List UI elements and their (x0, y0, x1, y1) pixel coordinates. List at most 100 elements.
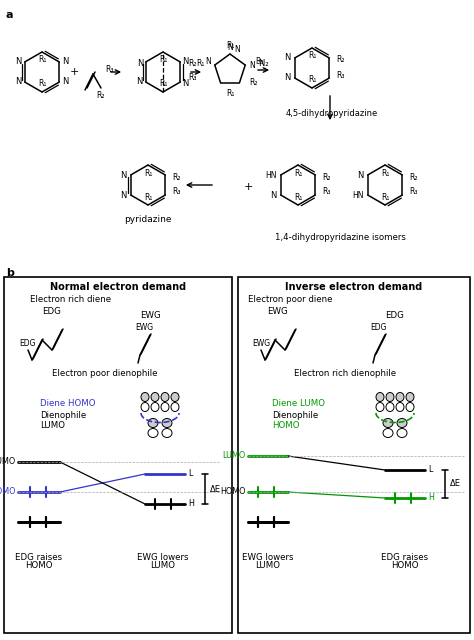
Text: R₂: R₂ (188, 60, 197, 68)
Text: Normal electron demand: Normal electron demand (50, 282, 186, 292)
Text: LUMO: LUMO (223, 451, 246, 461)
Text: Dienophile: Dienophile (40, 412, 86, 420)
Text: HOMO: HOMO (25, 561, 53, 570)
Text: N: N (234, 45, 240, 54)
Text: ΔE: ΔE (449, 479, 461, 488)
Ellipse shape (171, 403, 179, 412)
Text: b: b (6, 268, 14, 278)
Text: H: H (428, 493, 434, 502)
Text: EDG raises: EDG raises (382, 552, 428, 561)
Text: HN: HN (352, 191, 364, 200)
Text: EWG lowers: EWG lowers (242, 552, 294, 561)
Text: R₃: R₃ (255, 56, 264, 65)
Ellipse shape (162, 419, 172, 428)
Text: +: + (243, 182, 253, 192)
Text: R₂: R₂ (409, 173, 418, 182)
Text: HOMO: HOMO (0, 488, 16, 497)
Text: +: + (69, 67, 79, 77)
Text: EWG: EWG (135, 323, 153, 332)
Text: EWG: EWG (140, 310, 161, 319)
Text: N: N (120, 191, 127, 200)
Text: Diene HOMO: Diene HOMO (40, 399, 95, 408)
Text: HN: HN (265, 172, 276, 180)
Text: R₃: R₃ (172, 188, 181, 196)
FancyBboxPatch shape (238, 277, 470, 633)
Text: EDG: EDG (20, 339, 36, 349)
Text: R₁: R₁ (144, 193, 152, 202)
Ellipse shape (161, 403, 169, 412)
Ellipse shape (151, 392, 159, 401)
Text: 1,4-dihydropyridazine isomers: 1,4-dihydropyridazine isomers (274, 232, 405, 241)
Text: N: N (120, 170, 127, 179)
Ellipse shape (141, 403, 149, 412)
Ellipse shape (386, 403, 394, 412)
Text: 4,5-dihydropyridazine: 4,5-dihydropyridazine (286, 109, 378, 118)
Text: R₁: R₁ (38, 56, 46, 65)
Text: N: N (357, 172, 364, 180)
Text: EWG: EWG (268, 307, 288, 317)
Text: LUMO: LUMO (0, 458, 16, 467)
Text: EDG: EDG (371, 323, 387, 332)
Text: R₃: R₃ (409, 188, 418, 196)
Text: LUMO: LUMO (151, 561, 175, 570)
Text: L: L (188, 470, 192, 479)
Text: EWG lowers: EWG lowers (137, 552, 189, 561)
Ellipse shape (406, 403, 414, 412)
Ellipse shape (396, 403, 404, 412)
Text: N: N (205, 56, 210, 65)
Text: ΔE: ΔE (210, 484, 220, 493)
Ellipse shape (148, 429, 158, 438)
Text: HOMO: HOMO (272, 422, 300, 431)
Text: EDG: EDG (385, 310, 404, 319)
Text: -N₂: -N₂ (257, 58, 269, 67)
Text: N: N (137, 77, 143, 86)
Text: EWG: EWG (252, 339, 270, 349)
Text: N: N (16, 77, 22, 86)
Ellipse shape (383, 429, 393, 438)
Text: R₁: R₁ (226, 42, 234, 51)
Text: Electron poor dienophile: Electron poor dienophile (52, 369, 158, 378)
Ellipse shape (151, 403, 159, 412)
Text: HOMO: HOMO (391, 561, 419, 570)
Text: R₂: R₂ (249, 79, 258, 88)
Text: R₁: R₁ (159, 79, 167, 88)
Text: R₂: R₂ (336, 56, 345, 65)
Text: R₂: R₂ (172, 173, 181, 182)
Text: R₁: R₁ (144, 168, 152, 177)
Text: R₁: R₁ (308, 51, 316, 61)
Ellipse shape (171, 392, 179, 401)
Text: Inverse electron demand: Inverse electron demand (285, 282, 423, 292)
Text: R₁: R₁ (294, 170, 302, 179)
Text: EDG: EDG (43, 307, 62, 317)
Text: N: N (182, 79, 189, 88)
Text: N: N (284, 74, 291, 83)
Text: R₃: R₃ (188, 74, 197, 83)
Text: R₁: R₁ (159, 56, 167, 65)
Text: R₁: R₁ (38, 79, 46, 88)
Text: R₂: R₂ (97, 90, 105, 99)
Text: LUMO: LUMO (40, 422, 65, 431)
Text: R₃: R₃ (336, 70, 345, 79)
Text: Electron poor diene: Electron poor diene (248, 294, 332, 303)
Text: N: N (62, 77, 69, 86)
Ellipse shape (376, 403, 384, 412)
Text: Diene LUMO: Diene LUMO (272, 399, 325, 408)
Text: N: N (271, 191, 277, 200)
Text: Electron rich dienophile: Electron rich dienophile (294, 369, 396, 378)
Ellipse shape (396, 392, 404, 401)
Ellipse shape (162, 429, 172, 438)
Text: R₃: R₃ (322, 188, 330, 196)
Ellipse shape (397, 429, 407, 438)
Text: N: N (137, 58, 144, 67)
Text: N: N (249, 61, 255, 70)
Text: N: N (62, 58, 69, 67)
Ellipse shape (141, 392, 149, 401)
Text: N: N (16, 58, 22, 67)
Text: R₁: R₁ (308, 76, 316, 84)
Ellipse shape (406, 392, 414, 401)
Ellipse shape (376, 392, 384, 401)
Text: R₁: R₁ (294, 193, 302, 202)
Text: N: N (182, 58, 189, 67)
Text: a: a (6, 10, 13, 20)
Text: N: N (227, 42, 233, 51)
